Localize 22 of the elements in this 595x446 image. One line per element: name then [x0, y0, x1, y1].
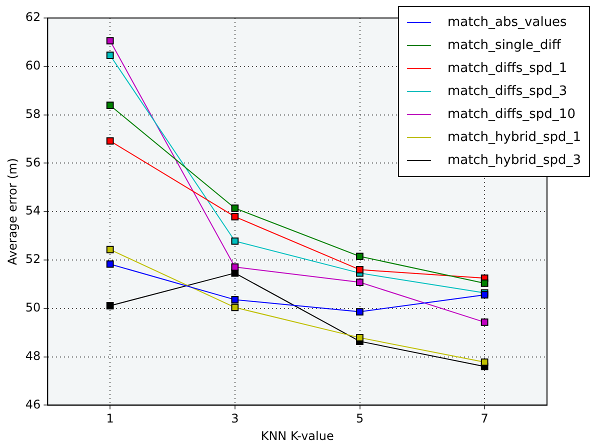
y-axis-title: Average error (m) [5, 158, 20, 266]
y-tick-label: 50 [25, 300, 41, 315]
y-tick-label: 56 [25, 155, 41, 170]
x-tick-label: 5 [356, 412, 364, 426]
y-tick-label: 62 [25, 10, 41, 24]
legend-label: match_hybrid_spd_3 [447, 152, 581, 170]
x-tick-label: 7 [480, 412, 488, 426]
legend-label: match_diffs_spd_10 [447, 106, 576, 124]
y-tick-label: 48 [25, 348, 41, 363]
legend-label: match_hybrid_spd_1 [447, 129, 581, 147]
legend-label: match_diffs_spd_1 [447, 60, 568, 78]
x-tick-label: 3 [231, 412, 239, 426]
y-tick-label: 60 [25, 58, 41, 73]
y-tick-label: 54 [25, 204, 41, 218]
legend-label: match_single_diff [447, 37, 561, 55]
y-tick-label: 52 [25, 252, 41, 266]
y-tick-label: 58 [25, 106, 41, 121]
x-tick-label: 1 [106, 412, 114, 426]
y-tick-label: 46 [25, 397, 41, 412]
legend-label: match_diffs_spd_3 [447, 83, 568, 101]
x-axis-title: KNN K-value [260, 428, 334, 443]
legend-label: match_abs_values [447, 14, 567, 32]
